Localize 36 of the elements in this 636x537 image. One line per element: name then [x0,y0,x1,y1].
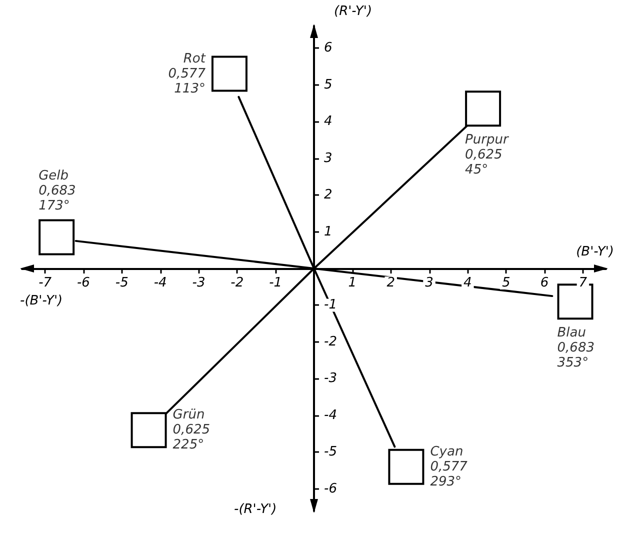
y-tick-label: 2 [324,188,332,203]
y-tick-label: -2 [324,334,337,350]
x-tick-label: 6 [540,276,549,290]
x-tick-label: 2 [386,276,395,290]
x-tick-label: 3 [425,276,434,290]
y-tick-label: 1 [324,224,332,240]
annotation: Purpur 0,625 45° [465,132,510,178]
y-tick-label: 4 [324,114,332,130]
annotation: Gelb 0,683 173° [38,168,76,214]
x-tick-label: 7 [578,276,588,290]
y-tick-label: 3 [324,150,332,166]
annotation: Cyan 0,577 293° [430,444,468,490]
x-tick-label: -3 [192,276,206,290]
x-tick-label: -5 [115,276,128,290]
x-tick-label: -6 [76,276,90,290]
y-tick-label: -6 [324,481,337,496]
annotation: Grün 0,625 225° [172,408,210,453]
y-tick-label: -1 [324,298,337,313]
x-tick-label: -1 [269,276,282,290]
annotation: Blau 0,683 353° [557,326,594,371]
y-tick-label: -4 [324,408,337,423]
x-tick-label: -7 [38,276,52,290]
x-tick-label: 4 [464,276,472,290]
annotation: Rot 0,577 113° [168,51,206,96]
y-tick-label: 5 [324,77,332,92]
y-tick-label: 6 [324,40,332,56]
x-tick-label: 5 [502,276,510,290]
y-tick-label: -3 [324,371,337,386]
x-tick-label: -4 [154,276,167,290]
x-tick-label: -2 [230,276,244,290]
y-axis-title: (R'-Y') [334,4,372,19]
annotation: -(R'-Y') [234,502,277,517]
x-tick-label: 1 [348,276,357,290]
annotation: -(B'-Y') [20,294,63,308]
x-axis-title: (B'-Y') [576,244,614,260]
y-tick-label: -5 [324,444,337,460]
